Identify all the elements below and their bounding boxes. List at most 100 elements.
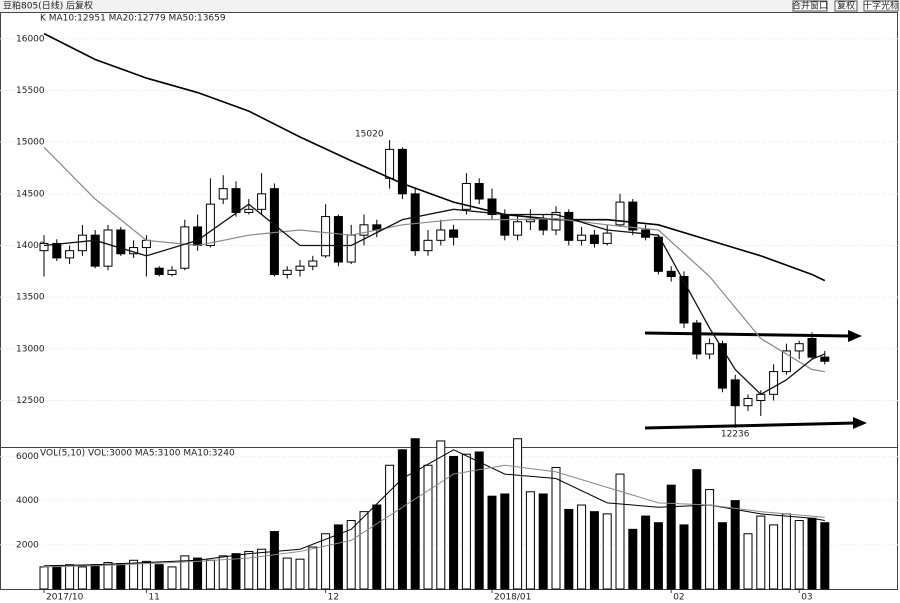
candle-body (820, 356, 830, 362)
candle-body (52, 242, 62, 259)
candle-body (794, 343, 804, 352)
candle-body (602, 232, 612, 244)
button[interactable] (834, 0, 858, 12)
candle-body (193, 226, 203, 247)
volume-bar (308, 546, 318, 590)
candle-body (231, 188, 241, 213)
volume-bar (730, 500, 740, 590)
volume-bar (513, 438, 523, 590)
volume-bar (474, 451, 484, 590)
volume-bar (52, 565, 62, 590)
candle-body (321, 216, 331, 257)
volume-bar (423, 464, 433, 590)
y-tick-label: 2000 (16, 540, 39, 550)
volume-legend: VOL(5,10) VOL:3000 MA5:3100 MA10:3240 (40, 449, 235, 459)
volume-bar (781, 513, 791, 590)
candle-body (77, 234, 87, 252)
candle-body (449, 229, 459, 238)
volume-bar (589, 511, 599, 590)
candle-body (589, 234, 599, 244)
button-label[interactable]: 十字光标 (863, 0, 899, 12)
candle-body (257, 193, 267, 210)
volume-bar (321, 533, 331, 590)
candle-body (295, 265, 305, 271)
volume-bar (564, 508, 574, 590)
toolbar: 合并窗口 复权 十字光标 (792, 0, 899, 12)
volume-bar (500, 493, 510, 590)
candle-body (397, 148, 407, 195)
volume-bar (141, 560, 151, 590)
candle-body (756, 393, 766, 402)
volume-bar (820, 522, 830, 590)
volume-bar (385, 464, 395, 590)
volume-bar (551, 466, 561, 590)
candle-body (218, 188, 228, 200)
candle-body (551, 211, 561, 231)
candle-body (666, 270, 676, 278)
volume-bar (717, 522, 727, 590)
volume-bar (167, 566, 177, 590)
volume-bar (372, 504, 382, 590)
high-annotation: 15020 (355, 130, 384, 140)
volume-bar (39, 566, 49, 590)
y-tick-label: 14500 (16, 189, 45, 199)
candle-body (359, 224, 369, 236)
volume-bar (615, 473, 625, 590)
button[interactable] (792, 0, 828, 12)
volume-bar (129, 559, 139, 590)
candle-body (500, 213, 510, 236)
candle-body (730, 379, 740, 407)
volume-ma-line (43, 449, 825, 567)
volume-bar (679, 524, 689, 590)
y-tick-label: 16000 (16, 34, 45, 44)
low-annotation: 12236 (721, 429, 750, 439)
volume-bar (295, 558, 305, 590)
x-tick-label: 2017/10 (46, 593, 84, 603)
candle-body (513, 221, 523, 236)
window-title: 豆粕805(日线) 后复权 (3, 0, 93, 12)
candle-body (743, 397, 753, 407)
volume-bar (436, 440, 446, 590)
ma-line (43, 203, 826, 396)
candle-body (103, 229, 113, 267)
button-label[interactable]: 复权 (837, 0, 855, 12)
y-tick-label: 13000 (16, 344, 45, 354)
button[interactable] (863, 0, 899, 12)
candle-body (436, 229, 446, 241)
volume-bar (346, 520, 356, 590)
candle-body (141, 239, 151, 249)
volume-bar (666, 484, 676, 590)
candle-body (577, 234, 587, 241)
volume-bar (103, 561, 113, 590)
candle-body (39, 242, 49, 252)
x-tick-label: 12 (328, 593, 339, 603)
candle-body (180, 226, 190, 269)
candle-body (167, 269, 177, 275)
candle-body (564, 211, 574, 241)
x-tick-label: 11 (148, 593, 159, 603)
y-tick-label: 12500 (16, 396, 45, 406)
volume-bar (653, 522, 663, 590)
volume-bar (205, 559, 215, 590)
volume-bar (705, 489, 715, 590)
y-tick-label: 6000 (16, 452, 39, 462)
volume-bar (449, 455, 459, 590)
ma-line (43, 32, 826, 282)
candle-body (308, 260, 318, 267)
ma-legend: K MA10:12951 MA20:12779 MA50:13659 (40, 14, 226, 24)
volume-bar (807, 517, 817, 590)
trend-arrows (644, 330, 867, 430)
volume-bar (154, 564, 164, 590)
candle-body (628, 201, 638, 231)
volume-bar (538, 493, 548, 590)
candle-body (487, 198, 497, 215)
button-label[interactable]: 合并窗口 (792, 0, 828, 12)
ma-line (43, 146, 825, 373)
volume-bar (218, 555, 228, 590)
volume-bar (577, 504, 587, 590)
candle-body (205, 203, 215, 247)
volume-bar (756, 515, 766, 590)
candle-body (90, 234, 100, 267)
candle-body (692, 322, 702, 355)
x-tick-label: 2018/01 (494, 593, 531, 603)
